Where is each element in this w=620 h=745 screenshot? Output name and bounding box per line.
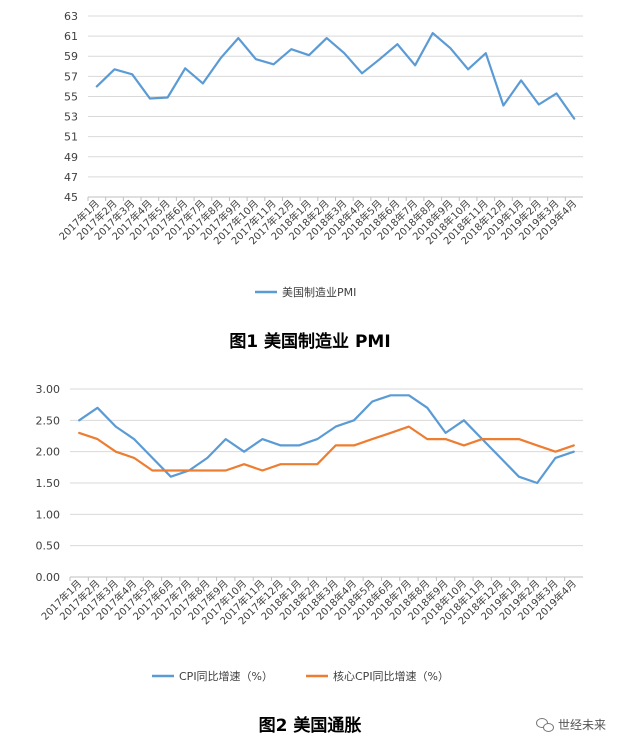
watermark-text: 世经未来 [557, 718, 606, 732]
y-tick-label: 49 [64, 151, 78, 164]
wechat-icon [535, 717, 554, 732]
y-tick-label: 1.00 [36, 508, 61, 521]
y-tick-label: 57 [64, 70, 78, 83]
legend-label: 美国制造业PMI [282, 285, 356, 299]
legend-label: CPI同比增速（%） [179, 669, 273, 683]
y-tick-label: 45 [64, 191, 78, 204]
y-tick-label: 53 [64, 111, 78, 124]
y-tick-label: 47 [64, 171, 78, 184]
chart-title: 图1 美国制造业 PMI [229, 331, 390, 352]
y-tick-label: 51 [64, 131, 78, 144]
y-tick-label: 59 [64, 50, 78, 63]
series-line-1 [95, 31, 576, 120]
y-tick-label: 2.50 [36, 414, 61, 427]
legend-label: 核心CPI同比增速（%） [333, 669, 449, 683]
y-tick-label: 55 [64, 90, 78, 103]
chart-title: 图2 美国通胀 [259, 715, 362, 736]
y-tick-label: 0.00 [36, 571, 61, 584]
y-tick-label: 0.50 [36, 540, 61, 553]
series-line-1 [78, 394, 575, 485]
y-tick-label: 1.50 [36, 477, 61, 490]
series-line-2 [78, 425, 575, 472]
chart-1: 454749515355575961632017年1月2017年2月2017年3… [56, 10, 583, 352]
y-tick-label: 63 [64, 10, 78, 23]
y-tick-label: 3.00 [36, 383, 61, 396]
watermark: 世经未来 [535, 716, 606, 733]
y-tick-label: 2.00 [36, 446, 61, 459]
chart-2: 0.000.501.001.502.002.503.002017年1月2017年… [36, 383, 583, 736]
y-tick-label: 61 [64, 30, 78, 43]
